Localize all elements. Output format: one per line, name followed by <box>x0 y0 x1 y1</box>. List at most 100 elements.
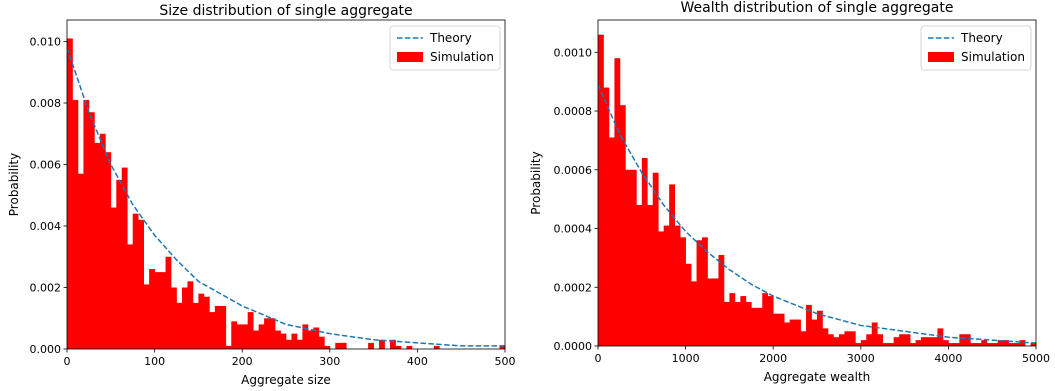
histogram-bar <box>160 272 166 349</box>
histogram-bar <box>762 293 769 346</box>
histogram-bar <box>116 179 123 349</box>
histogram-bar <box>1008 343 1015 346</box>
histogram-bar <box>691 281 697 346</box>
y-tick-label: 0.002 <box>30 282 62 295</box>
histogram-bar <box>165 256 172 349</box>
histogram-bar <box>269 318 276 349</box>
histogram-bar <box>296 339 303 349</box>
histogram-bar <box>959 334 966 346</box>
histogram-bar <box>253 330 259 349</box>
histogram-bar <box>915 340 922 346</box>
y-tick-label: 0.0000 <box>554 340 593 353</box>
x-axis-label: Aggregate size <box>241 373 331 387</box>
x-tick-label: 4000 <box>934 352 962 365</box>
y-tick-label: 0.0010 <box>554 46 593 59</box>
histogram-bar <box>784 322 790 346</box>
histogram-bar <box>806 304 812 346</box>
histogram-bar <box>964 334 971 346</box>
histogram-bar <box>997 340 1004 346</box>
histogram-bar <box>718 254 725 346</box>
histogram-bar <box>313 327 320 349</box>
chart-title: Wealth distribution of single aggregate <box>681 0 954 16</box>
histogram-bar <box>94 142 101 349</box>
y-axis-label: Probability <box>7 153 21 216</box>
histogram-bar <box>324 345 331 349</box>
histogram-bar <box>800 331 807 346</box>
legend-label: Simulation <box>961 50 1025 64</box>
histogram-bar <box>220 305 227 349</box>
histogram-bar <box>395 345 402 349</box>
histogram-bar <box>181 287 188 349</box>
histogram-bar <box>745 301 752 346</box>
histogram-bar <box>773 313 780 346</box>
histogram-bar <box>307 330 314 349</box>
histogram-bar <box>658 231 665 346</box>
histogram-bar <box>811 319 818 346</box>
x-tick-label: 0 <box>64 355 71 368</box>
x-tick-label: 3000 <box>847 352 875 365</box>
legend-label: Theory <box>429 31 472 45</box>
histogram-bar <box>986 343 993 346</box>
histogram-bar <box>176 302 183 349</box>
y-tick-label: 0.010 <box>30 36 62 49</box>
chart-title: Size distribution of single aggregate <box>159 3 412 19</box>
y-tick-label: 0.004 <box>30 220 62 233</box>
histogram-bar <box>723 301 730 346</box>
histogram-bar <box>433 345 440 349</box>
histogram-bar <box>778 313 785 346</box>
histogram-bar <box>953 343 960 346</box>
x-tick-label: 1000 <box>672 352 700 365</box>
histogram-bar <box>209 312 216 349</box>
x-tick-label: 2000 <box>759 352 787 365</box>
histogram-bar <box>817 310 823 346</box>
histogram-bar <box>860 340 867 346</box>
histogram-bar <box>904 334 911 346</box>
histogram-bar <box>1019 340 1026 346</box>
histogram-bar <box>855 343 862 346</box>
legend-simulation-swatch <box>397 52 423 62</box>
theory-curve <box>597 84 1037 344</box>
histogram-bar <box>1003 340 1009 346</box>
histogram-bar <box>680 237 686 346</box>
histogram-bar <box>242 324 249 349</box>
y-axis-label: Probability <box>529 151 543 214</box>
histogram-bar <box>499 345 506 349</box>
histogram-bar <box>685 263 692 346</box>
x-axis-label: Aggregate wealth <box>764 370 871 384</box>
histogram-bar <box>110 207 117 349</box>
histogram-bar <box>608 137 615 346</box>
histogram-bar <box>625 169 632 346</box>
histogram-bar <box>789 319 796 346</box>
histogram-bar <box>707 278 714 346</box>
histogram-bar <box>72 99 79 349</box>
y-tick-label: 0.0008 <box>554 105 593 118</box>
histogram-bar <box>970 343 977 346</box>
histogram-bar <box>921 337 927 346</box>
wealth-distribution-chart: 0 1000 2000 3000 4000 5000 0.0000 0.0002 0.0004 0… <box>529 0 1050 384</box>
histogram-bar <box>827 334 834 346</box>
histogram-bar <box>83 99 90 349</box>
histogram-bar <box>630 169 637 346</box>
histogram-bar <box>77 173 84 349</box>
histogram-bar <box>734 301 741 346</box>
histogram-bar <box>866 334 873 346</box>
x-tick-label: 100 <box>144 355 165 368</box>
histogram-bars <box>598 34 1037 347</box>
histogram-bar <box>981 340 988 346</box>
histogram-bar <box>143 284 150 349</box>
histogram-bar <box>712 278 719 346</box>
histogram-bar <box>286 339 292 349</box>
histogram-bar <box>636 205 643 346</box>
x-tick-label: 0 <box>595 352 602 365</box>
histogram-bar <box>187 281 194 349</box>
histogram-bar <box>822 328 829 346</box>
x-tick-label: 5000 <box>1022 352 1050 365</box>
histogram-bar <box>740 296 747 346</box>
x-tick-label: 200 <box>232 355 253 368</box>
histogram-bar <box>127 244 134 349</box>
histogram-bar <box>756 307 763 346</box>
histogram-bar <box>225 345 232 349</box>
histogram-bar <box>614 58 621 347</box>
histogram-bar <box>390 339 396 349</box>
histogram-bar <box>214 305 221 349</box>
